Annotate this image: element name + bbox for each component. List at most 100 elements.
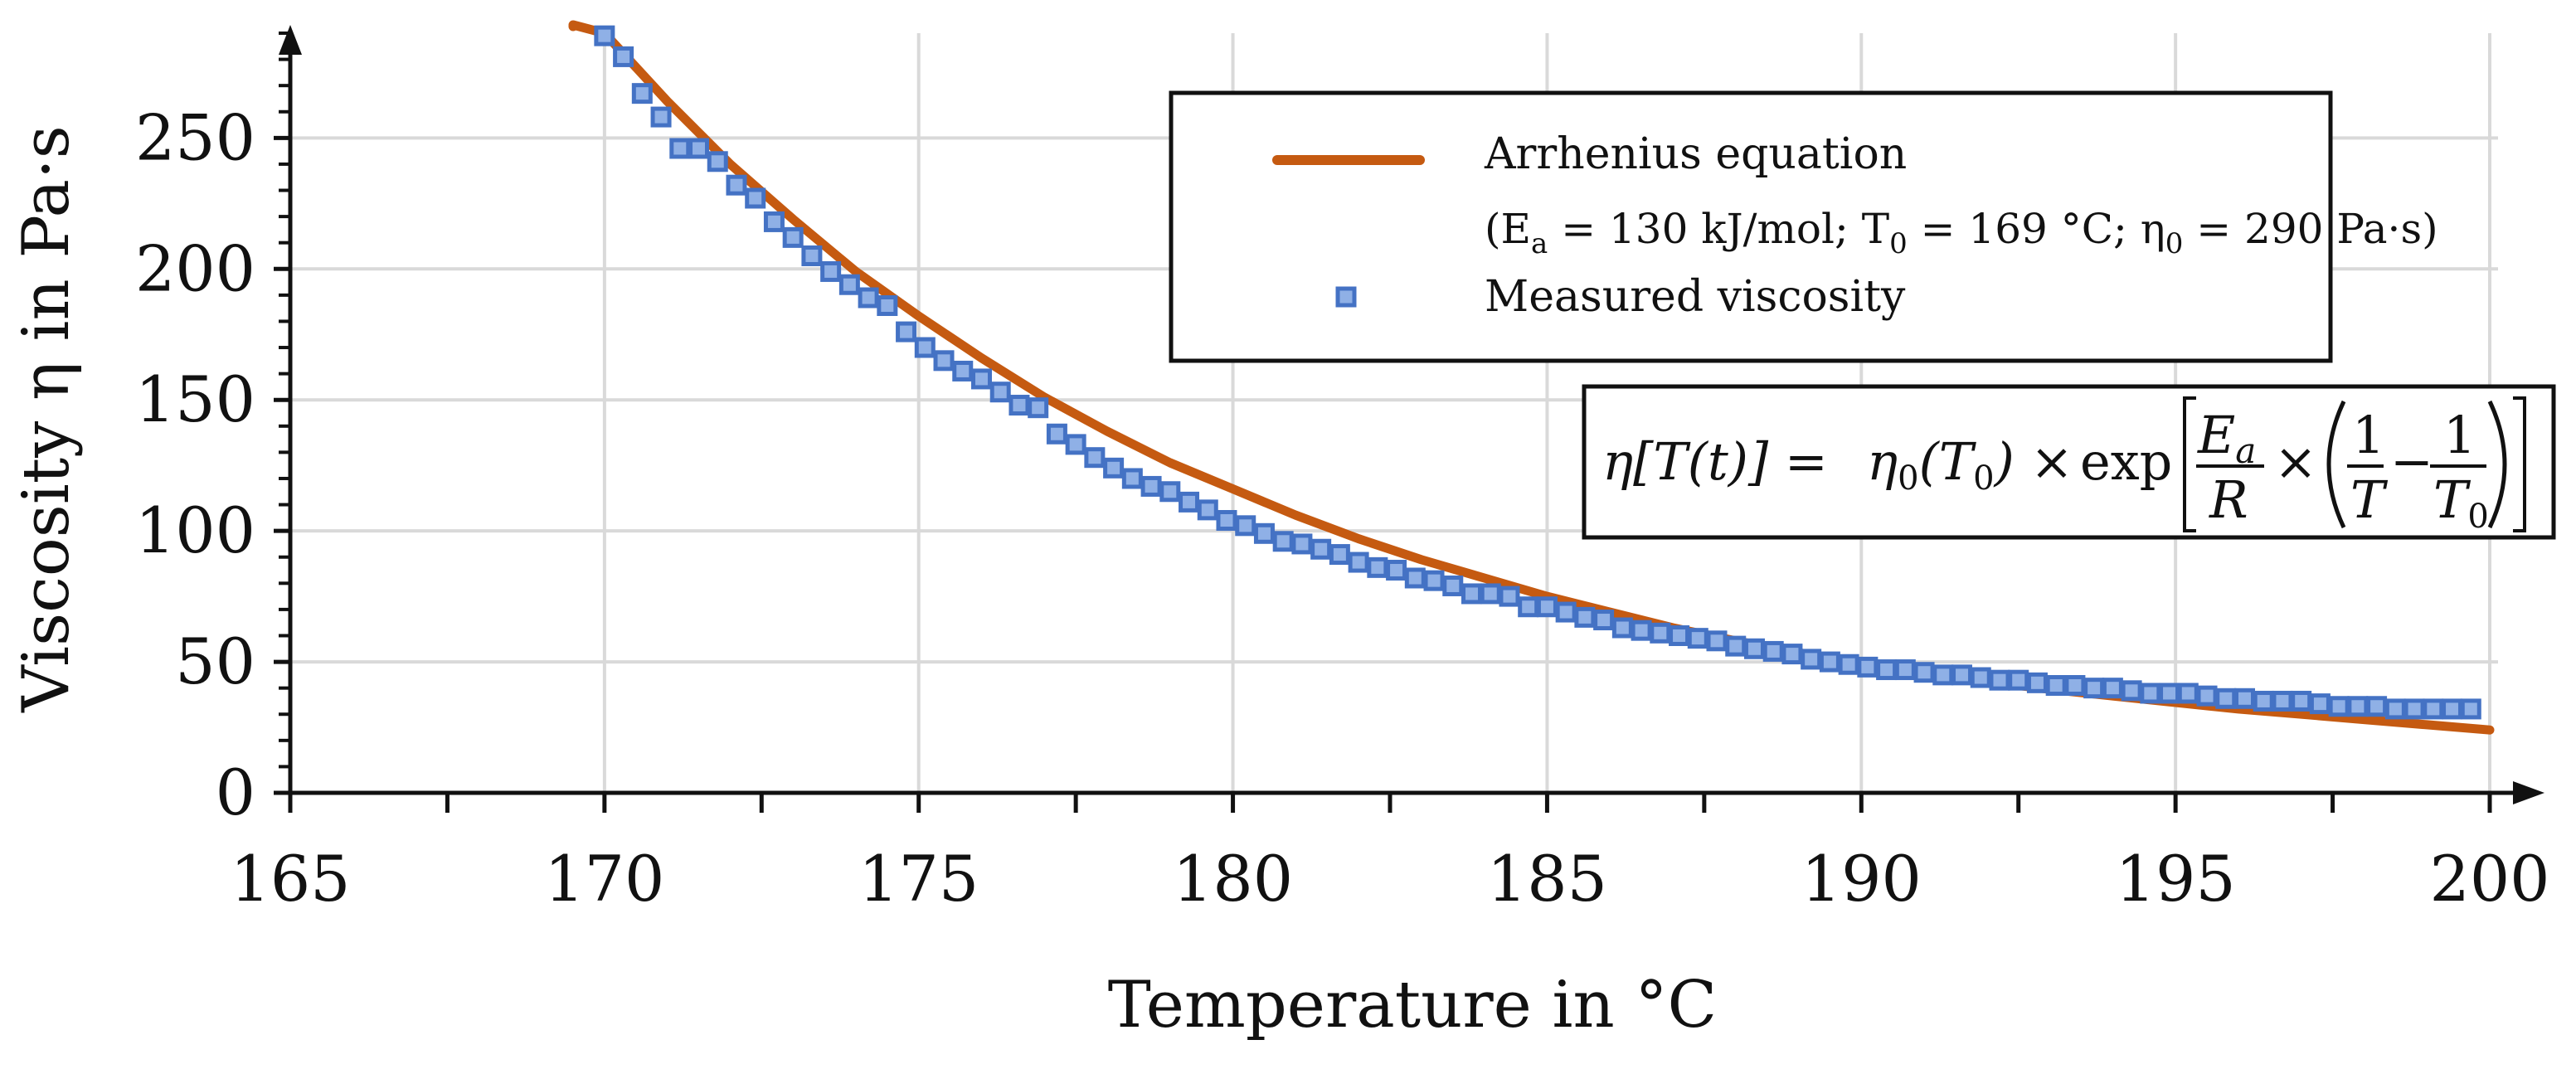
legend-box — [1169, 90, 2333, 363]
equation-times-1: × — [2030, 431, 2073, 492]
eta0-symbol: η — [1867, 431, 1898, 492]
ticks — [274, 32, 2492, 813]
scatter-point — [1291, 533, 1313, 555]
scatter-point — [2233, 688, 2255, 709]
scatter-point — [2215, 688, 2237, 709]
scatter-point — [914, 337, 936, 358]
scatter-point — [801, 245, 823, 266]
scatter-point — [2272, 690, 2293, 712]
scatter-point — [2366, 696, 2388, 717]
scatter-point — [838, 274, 860, 295]
equation-box: η[T(t)] = η0(T0) × exp Ea R × 1 T − 1 T0 — [1582, 384, 2556, 540]
x-tick-label: 200 — [2429, 842, 2549, 916]
equation-left-bracket — [2183, 396, 2196, 532]
equation-frac-num: Ea — [2197, 405, 2256, 471]
x-axis-arrow-icon — [2513, 781, 2544, 804]
x-tick-label: 165 — [230, 842, 350, 916]
scatter-point — [2008, 669, 2029, 691]
scatter-point — [1762, 640, 1784, 662]
scatter-point — [1159, 481, 1181, 503]
scatter-point — [1272, 531, 1294, 552]
scatter-point — [1499, 586, 1520, 607]
y-axis-title: Viscosity η in Pa·s — [9, 125, 84, 713]
equation-left-paren — [2326, 400, 2346, 529]
scatter-point — [1235, 515, 1256, 537]
scatter-point — [1725, 635, 1747, 657]
scatter-point — [1216, 510, 1237, 532]
scatter-point — [820, 260, 842, 282]
eta0-arg-open: (T — [1919, 431, 1977, 492]
scatter-point — [1536, 596, 1558, 618]
legend-label-arrhenius: Arrhenius equation — [1484, 129, 1907, 179]
legend-subtitle-sub: 0 — [1889, 227, 1908, 260]
scatter-point — [896, 321, 917, 343]
scatter-point — [2328, 696, 2350, 717]
equation-times-2: × — [2274, 431, 2317, 492]
scatter-point — [1028, 397, 1049, 419]
scatter-point — [1179, 491, 1200, 513]
scatter-point — [2442, 698, 2463, 720]
scatter-point — [745, 187, 766, 209]
x-tick-label: 195 — [2116, 842, 2236, 916]
y-tick-label: 250 — [135, 100, 255, 174]
t0-sub: 0 — [2467, 498, 2488, 536]
equation-eta0: η0(T0) — [1867, 431, 2015, 498]
scatter-point — [1084, 447, 1106, 469]
equation-minus: − — [2390, 431, 2433, 492]
legend-swatch-measured — [1335, 286, 1357, 308]
scatter-point — [1857, 656, 1879, 678]
scatter-point — [1706, 630, 1728, 652]
scatter-point — [763, 211, 785, 232]
scatter-point — [2196, 685, 2218, 707]
legend-subtitle-part: = 169 °C; η — [1908, 205, 2165, 253]
scatter-point — [1781, 644, 1803, 665]
scatter-point — [2026, 672, 2048, 693]
scatter-point — [726, 174, 747, 196]
scatter-point — [1593, 610, 1615, 631]
scatter-point — [1819, 651, 1840, 673]
t0-symbol: T — [2433, 469, 2472, 530]
x-tick-label: 170 — [544, 842, 664, 916]
scatter-point — [933, 350, 955, 372]
scatter-point — [2384, 698, 2406, 720]
scatter-point — [1442, 575, 1464, 596]
scatter-point — [1310, 538, 1332, 560]
scatter-point — [1574, 606, 1596, 628]
scatter-point — [1894, 659, 1916, 681]
scatter-point — [2102, 678, 2123, 699]
equation-t: T — [2350, 469, 2389, 530]
scatter-point — [1367, 556, 1388, 578]
scatter-point — [1065, 434, 1086, 455]
scatter-point — [1386, 560, 1407, 581]
scatter-point — [2121, 680, 2142, 702]
axes — [279, 25, 2544, 804]
scatter-point — [1404, 567, 1426, 589]
equation-exp: exp — [2080, 431, 2172, 492]
legend-subtitle-sub: a — [1531, 227, 1548, 260]
equation-t0: T0 — [2433, 469, 2489, 536]
equation-lhs: η[T(t)] = — [1602, 431, 1828, 492]
x-tick-label: 185 — [1487, 842, 1607, 916]
y-tick-label: 200 — [135, 231, 255, 305]
scatter-point — [1611, 617, 1633, 639]
scatter-point — [2423, 698, 2444, 720]
frac-num-symbol: E — [2197, 405, 2235, 465]
scatter-point — [1197, 499, 1218, 521]
scatter-point — [970, 368, 992, 390]
scatter-point — [688, 138, 710, 159]
x-tick-label: 190 — [1801, 842, 1922, 916]
y-axis-arrow-icon — [279, 25, 302, 55]
scatter-point — [1838, 654, 1859, 675]
scatter-point — [1970, 667, 1991, 688]
scatter-point — [1650, 622, 1671, 644]
scatter-point — [1121, 468, 1143, 489]
legend-subtitle-arrhenius: (Ea = 130 kJ/mol; T0 = 169 °C; η0 = 290 … — [1485, 205, 2438, 260]
y-tick-label: 100 — [135, 493, 255, 567]
equation-right-bracket — [2513, 396, 2526, 532]
eta0-sub: 0 — [1898, 459, 1918, 498]
scatter-point — [1518, 596, 1539, 618]
scatter-point — [594, 25, 615, 46]
legend-subtitle-part: (E — [1485, 205, 1531, 253]
scatter-point — [631, 83, 653, 104]
legend-label-measured: Measured viscosity — [1485, 272, 1906, 322]
